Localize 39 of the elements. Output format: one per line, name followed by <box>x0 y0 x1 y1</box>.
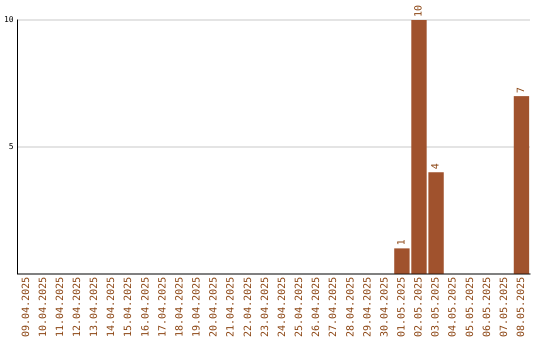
x-tick-label: 15.04.2025 <box>123 276 134 338</box>
x-tick-label: 24.04.2025 <box>276 276 288 338</box>
x-tick-label: 29.04.2025 <box>362 276 374 338</box>
x-tick-label: 27.04.2025 <box>328 276 340 338</box>
bar <box>428 172 444 274</box>
x-tick-label: 10.04.2025 <box>38 276 49 338</box>
x-tick-label: 07.05.2025 <box>498 276 510 338</box>
x-tick-label: 08.05.2025 <box>516 276 528 338</box>
x-tick-label: 21.04.2025 <box>226 276 237 338</box>
data-label: 1 <box>396 239 408 246</box>
x-tick-label: 17.04.2025 <box>157 276 168 338</box>
x-tick-label: 28.04.2025 <box>345 276 356 338</box>
x-tick-label: 05.05.2025 <box>464 276 476 338</box>
x-tick-label: 19.04.2025 <box>192 276 203 338</box>
x-tick-label: 02.05.2025 <box>414 276 425 338</box>
x-tick-label: 11.04.2025 <box>54 276 66 338</box>
x-tick-label: 18.04.2025 <box>174 276 186 338</box>
x-tick-label: 04.05.2025 <box>448 276 459 338</box>
x-tick-label: 03.05.2025 <box>430 276 442 338</box>
x-tick-label: 06.05.2025 <box>482 276 493 338</box>
x-tick-label: 25.04.2025 <box>294 276 306 338</box>
data-label: 7 <box>516 87 528 94</box>
bar <box>411 20 427 274</box>
x-tick-label: 16.04.2025 <box>140 276 152 338</box>
x-tick-label: 26.04.2025 <box>311 276 322 338</box>
x-tick-label: 14.04.2025 <box>106 276 118 338</box>
x-tick-label: 01.05.2025 <box>396 276 408 338</box>
data-label: 4 <box>430 163 442 170</box>
x-tick-label: 20.04.2025 <box>208 276 220 338</box>
y-tick-label: 5 <box>8 142 14 151</box>
x-tick-label: 22.04.2025 <box>242 276 254 338</box>
x-tick-label: 30.04.2025 <box>379 276 390 338</box>
data-label: 10 <box>414 4 425 17</box>
bar <box>394 248 410 274</box>
x-tick-label: 13.04.2025 <box>89 276 100 338</box>
x-tick-label: 23.04.2025 <box>260 276 271 338</box>
x-tick-label: 09.04.2025 <box>20 276 32 338</box>
bar <box>514 96 530 274</box>
x-tick-label: 12.04.2025 <box>72 276 84 338</box>
